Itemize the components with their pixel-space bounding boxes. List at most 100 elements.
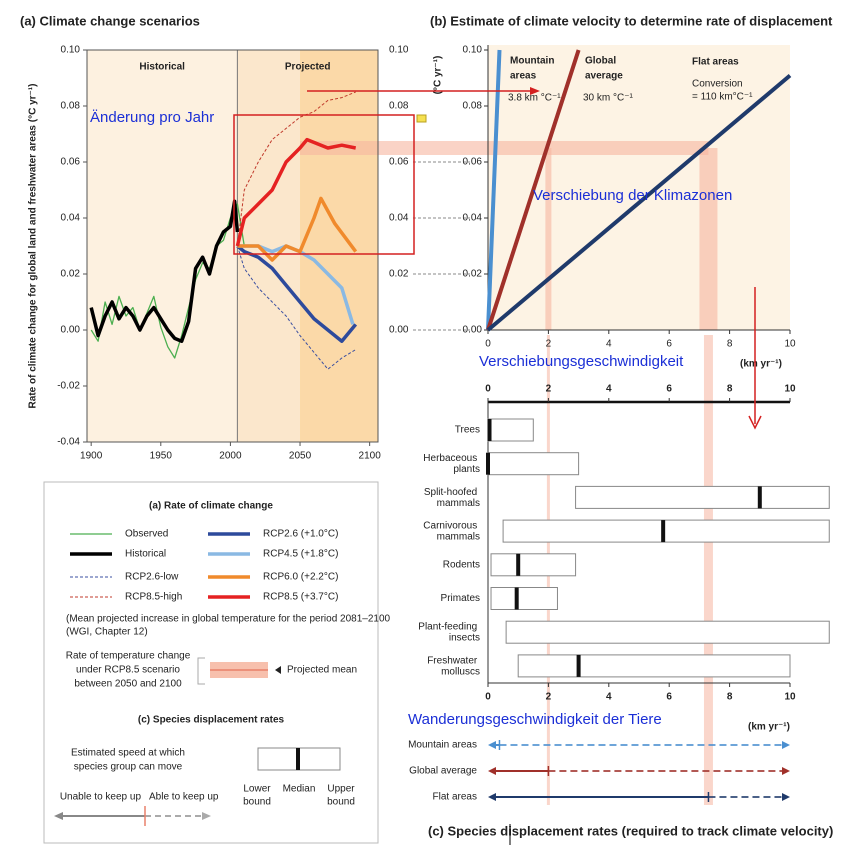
period-band (87, 50, 238, 442)
x-tick-label: 6 (666, 339, 672, 350)
annotation: Änderung pro Jahr (90, 109, 214, 126)
plot-frame (86, 49, 379, 443)
series-label: Flat areas (692, 57, 739, 68)
chart-title: (c) Species displacement rates (required… (428, 823, 833, 838)
velocity-line (486, 49, 502, 331)
y2-tick-label: 0.02 (389, 269, 409, 280)
legend-label: RCP8.5-high (125, 592, 182, 603)
x-tick-label: 4 (606, 692, 612, 703)
y-tick-label: 0.06 (61, 157, 81, 168)
rate-label: Conversion (692, 79, 743, 90)
series-line (89, 199, 240, 343)
legend-note: Median (283, 784, 316, 795)
legend-note: bound (243, 797, 271, 808)
legend-note: Unable to keep up (60, 792, 142, 803)
annotation: Verschiebung der Klimazonen (533, 187, 732, 204)
legend-note: Upper (327, 784, 355, 795)
legend-note: Able to keep up (149, 792, 219, 803)
x-axis-label: (km yr⁻¹) (748, 722, 790, 733)
legend-note: (Mean projected increase in global tempe… (66, 614, 391, 625)
x-tick-label: 2 (546, 692, 552, 703)
y-tick-label: 0.04 (61, 213, 81, 224)
legend-note: bound (327, 797, 355, 808)
arrow-head (782, 793, 790, 801)
x-tick-label: 2050 (289, 451, 312, 462)
x-tick-label: 8 (727, 692, 733, 703)
legend-note: under RCP8.5 scenario (76, 665, 180, 676)
series-label: Mountain areas (510, 55, 557, 81)
category-label: Freshwater molluscs (427, 655, 480, 677)
y-tick-label: 0.08 (61, 101, 81, 112)
y-tick-label: 0.02 (61, 269, 81, 280)
arrow-head (748, 415, 762, 430)
legend-label: Observed (125, 529, 168, 540)
x-tick-label: 1950 (150, 451, 173, 462)
y2-tick-label: 0.04 (389, 213, 409, 224)
x-tick-label: 2000 (219, 451, 242, 462)
projected-mean-band (699, 148, 718, 330)
series-label: Global average (585, 55, 623, 81)
x-tick-label: 0 (485, 339, 491, 350)
arrow-head (530, 87, 540, 95)
legend-note: Lower (243, 784, 271, 795)
y2-axis-label: (°C yr⁻¹) (433, 56, 444, 95)
velocity-label: Mountain areas (408, 740, 477, 751)
range-bar (487, 418, 534, 442)
arrow-head (488, 767, 496, 775)
series-line (237, 196, 358, 262)
bracket (197, 657, 205, 685)
range-bar (575, 485, 830, 509)
chart-title: (b) Estimate of climate velocity to dete… (430, 13, 833, 28)
y-tick-label: -0.02 (57, 381, 80, 392)
velocity-line (486, 73, 792, 332)
y-tick-label: 0.06 (463, 157, 483, 168)
x-tick-label: 4 (606, 384, 612, 395)
annotation: Verschiebungsgeschwindigkeit (479, 353, 684, 370)
y-tick-label: 0.00 (61, 325, 81, 336)
period-label: Projected (285, 62, 331, 73)
legend-note: Estimated speed at which (71, 748, 185, 759)
y2-tick-label: 0.08 (389, 101, 409, 112)
plot-background (488, 45, 790, 330)
series-line (236, 245, 356, 370)
legend-label: Projected mean (287, 665, 357, 676)
series-line (235, 137, 357, 247)
median-mark (516, 553, 521, 576)
legend-label: RCP4.5 (+1.8°C) (263, 549, 338, 560)
category-label: Herbaceous plants (423, 453, 480, 475)
range-bar (505, 620, 830, 644)
note-icon (416, 114, 427, 123)
projected-period (300, 50, 378, 442)
rate-label: 3.8 km °C⁻¹ (508, 93, 561, 104)
category-label: Plant-feeding insects (418, 621, 480, 643)
category-label: Split-hoofed mammals (424, 487, 480, 509)
legend-label: Historical (125, 549, 166, 560)
median-mark (514, 587, 519, 610)
legend-note: between 2050 and 2100 (74, 679, 182, 690)
category-label: Primates (441, 593, 480, 604)
rate-label: 30 km °C⁻¹ (583, 93, 634, 104)
category-label: Trees (455, 425, 480, 436)
arrow-head (54, 812, 63, 820)
series-line (236, 91, 356, 247)
y-tick-label: 0.10 (463, 45, 483, 56)
y-axis-label: Rate of climate change for global land a… (28, 84, 39, 409)
pointer (275, 666, 281, 674)
period-label: Historical (139, 62, 185, 73)
rate-label: = 110 km°C⁻¹ (692, 92, 753, 103)
legend-note: species group can move (74, 762, 183, 773)
velocity-label: Global average (409, 766, 477, 777)
legend-note: Rate of temperature change (66, 651, 191, 662)
projected-mean-band (545, 148, 552, 330)
range-bar (490, 553, 577, 577)
x-tick-label: 6 (666, 692, 672, 703)
median-mark (486, 452, 490, 475)
x-tick-label: 2 (546, 339, 552, 350)
projected-mean-band (300, 141, 709, 155)
y-tick-label: -0.04 (57, 437, 80, 448)
x-tick-label: 0 (485, 384, 491, 395)
y2-tick-label: 0.10 (389, 45, 409, 56)
annotation: Wanderungsgeschwindigkeit der Tiere (408, 711, 662, 728)
x-tick-label: 4 (606, 339, 612, 350)
legend-title: (a) Rate of climate change (149, 501, 273, 512)
